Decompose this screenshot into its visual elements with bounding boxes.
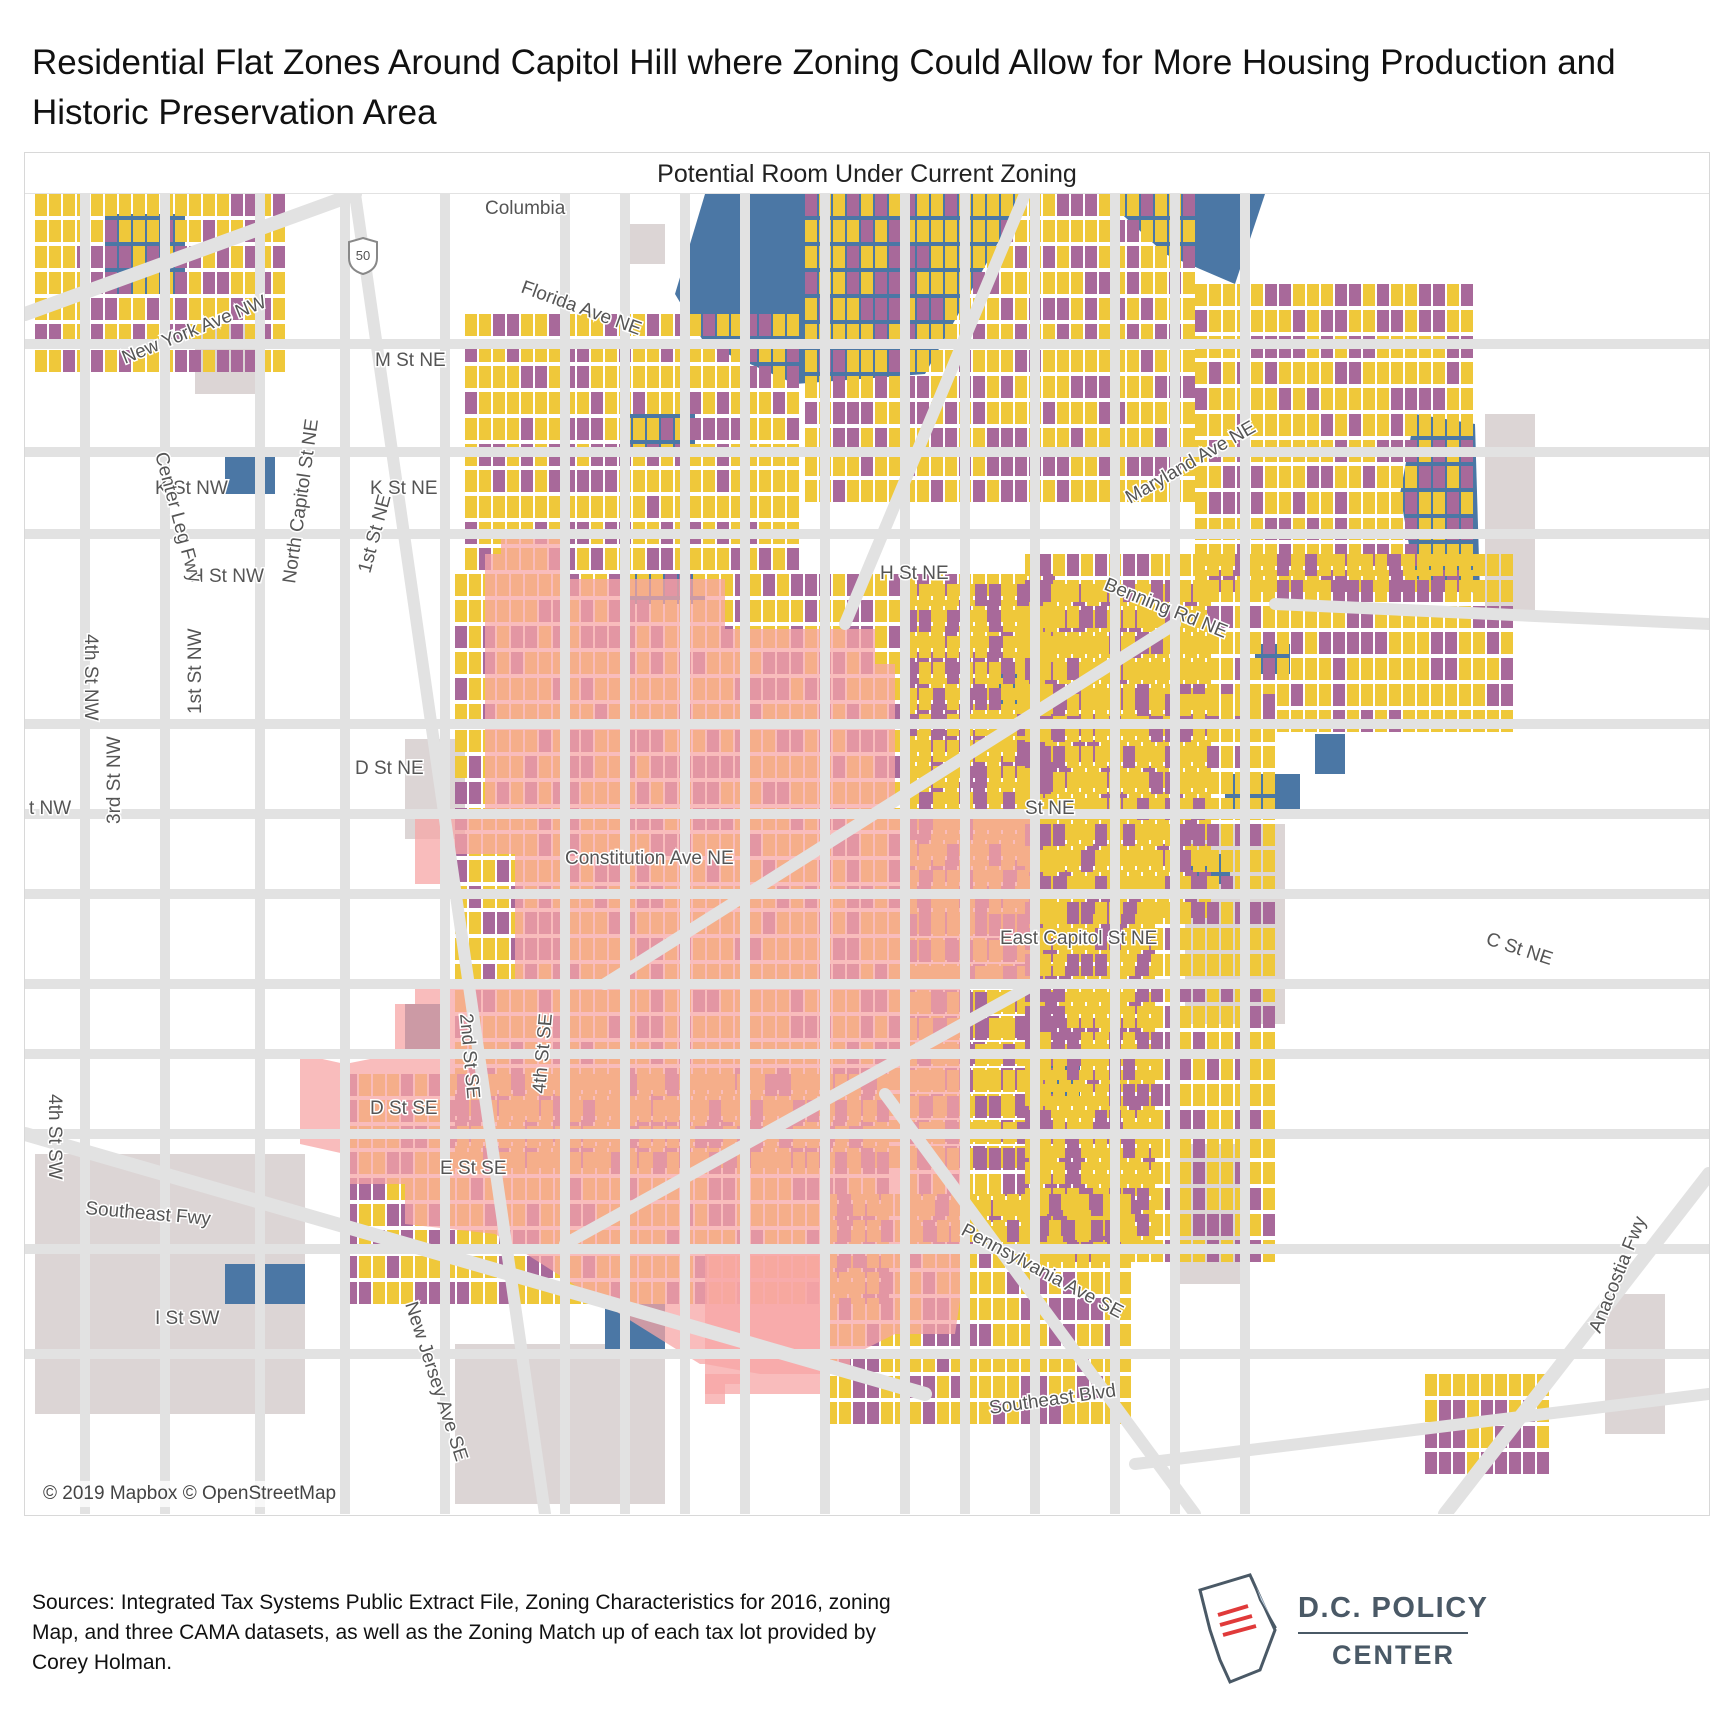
road-label-east-capitol: East Capitol St NE [1000, 928, 1157, 949]
road-label-i-st-sw: I St SW [155, 1308, 219, 1329]
road-network [25, 194, 1709, 1514]
road-label-fourth-st-nw: 4th St NW [80, 634, 101, 721]
us50-shield: 50 [348, 236, 378, 276]
map-frame: Potential Room Under Current Zoning [24, 152, 1710, 1516]
road-label-columbia: Columbia [485, 198, 566, 219]
dc-policy-center-logo: D.C. POLICY CENTER [1190, 1570, 1490, 1690]
road-label-h-st-ne: H St NE [880, 563, 949, 584]
map-subtitle: Potential Room Under Current Zoning [25, 153, 1709, 194]
road-label-d-st-se: D St SE [370, 1098, 438, 1119]
logo-document-icon [1198, 1573, 1277, 1684]
road-label-third-st-nw: 3rd St NW [104, 736, 125, 824]
road-label-st-ne: St NE [1025, 798, 1075, 819]
map-attribution: © 2019 Mapbox © OpenStreetMap [39, 1481, 341, 1507]
road-label-k-st-nw: K St NW [155, 478, 228, 499]
road-label-m-st: M St NE [375, 350, 446, 371]
logo-line-2: CENTER [1332, 1640, 1456, 1670]
road-label-e-st-se: E St SE [440, 1158, 507, 1179]
road-label-h-st-nw: H St NW [190, 566, 264, 587]
chart-title: Residential Flat Zones Around Capitol Hi… [32, 43, 1616, 132]
us50-label: 50 [356, 248, 370, 263]
road-label-constitution: Constitution Ave NE [565, 848, 734, 869]
road-label-d-st-ne: D St NE [355, 758, 424, 779]
road-label-fourth-st-sw: 4th St SW [44, 1094, 65, 1180]
road-label-t-nw: t NW [29, 798, 71, 819]
logo-divider [1298, 1632, 1468, 1634]
logo-line-1: D.C. POLICY [1298, 1592, 1489, 1624]
sources-note: Sources: Integrated Tax Systems Public E… [32, 1591, 891, 1674]
road-label-first-st-nw: 1st St NW [185, 628, 206, 714]
road-label-k-st-ne: K St NE [370, 478, 438, 499]
